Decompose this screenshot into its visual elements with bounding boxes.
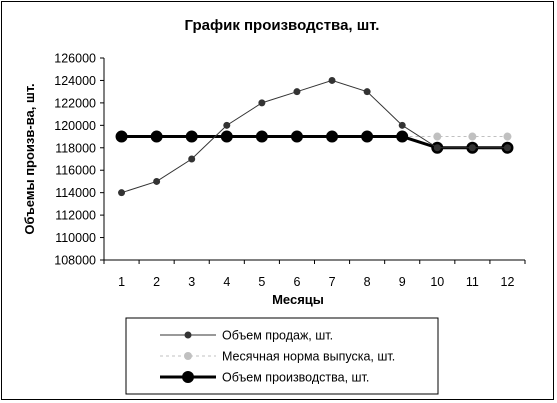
series-0-point	[223, 121, 231, 129]
y-tick-label: 126000	[54, 52, 96, 66]
series-2-point	[185, 130, 198, 143]
series-1-point	[433, 132, 442, 141]
series-0-point	[503, 144, 511, 152]
legend-marker-2	[182, 371, 194, 383]
legend-marker-0	[184, 331, 192, 339]
legend-marker-1	[184, 352, 192, 360]
series-0-point	[188, 155, 196, 163]
y-tick-label: 114000	[55, 186, 96, 200]
series-line-2	[121, 135, 508, 150]
x-tick-label: 2	[153, 275, 160, 289]
chart-title: График производства, шт.	[185, 17, 380, 34]
y-tick-label: 110000	[55, 231, 96, 245]
series-2-point	[326, 130, 339, 143]
plot-area: 108000 110000 112000 114000 116000 118000 1200…	[54, 52, 526, 289]
series-0-point	[363, 88, 371, 96]
series-2-point	[255, 130, 268, 143]
series-line-0	[121, 79, 508, 194]
series-0-point	[153, 177, 161, 185]
series-0-point	[328, 76, 336, 84]
y-tick-label: 124000	[54, 74, 96, 88]
y-tick-label: 120000	[54, 119, 96, 133]
x-tick-label: 7	[329, 275, 336, 289]
series-2-point	[150, 130, 163, 143]
x-tick-label: 3	[188, 275, 195, 289]
legend-label-0: Объем продаж, шт.	[222, 329, 333, 343]
y-tick-label: 122000	[54, 96, 96, 110]
series-2-point	[396, 130, 409, 143]
series-0-point	[293, 88, 301, 96]
legend: Объем продаж, шт. Месячная норма выпуска,…	[125, 317, 439, 395]
x-tick-label: 9	[399, 275, 406, 289]
x-tick-label: 5	[258, 275, 265, 289]
y-tick-label: 118000	[55, 141, 96, 155]
x-tick-label: 6	[293, 275, 300, 289]
x-tick-label: 8	[364, 275, 371, 289]
series-2-point	[361, 130, 374, 143]
legend-label-2: Объем производства, шт.	[222, 371, 369, 385]
y-axis-title: Объемы произв-ва, шт.	[22, 83, 37, 234]
x-tick-label: 10	[430, 275, 444, 289]
y-tick-label: 112000	[55, 209, 96, 223]
legend-label-1: Месячная норма выпуска, шт.	[222, 350, 395, 364]
y-tick-label: 108000	[54, 254, 96, 268]
series-0-point	[258, 99, 266, 107]
series-0-point	[118, 189, 126, 197]
x-tick-label: 4	[223, 275, 230, 289]
series-0-point	[433, 144, 441, 152]
x-tick-label: 1	[118, 275, 125, 289]
series-1-point	[468, 132, 477, 141]
y-tick-label: 116000	[55, 164, 96, 178]
x-axis-title: Месяцы	[272, 292, 324, 307]
series-0-point	[398, 121, 406, 129]
x-tick-label: 11	[466, 275, 479, 289]
series-2-point	[290, 130, 303, 143]
x-tick-label: 12	[501, 275, 515, 289]
series-0-point	[468, 144, 476, 152]
series-2-point	[220, 130, 233, 143]
series-1-point	[503, 132, 512, 141]
series-2-point	[115, 130, 128, 143]
